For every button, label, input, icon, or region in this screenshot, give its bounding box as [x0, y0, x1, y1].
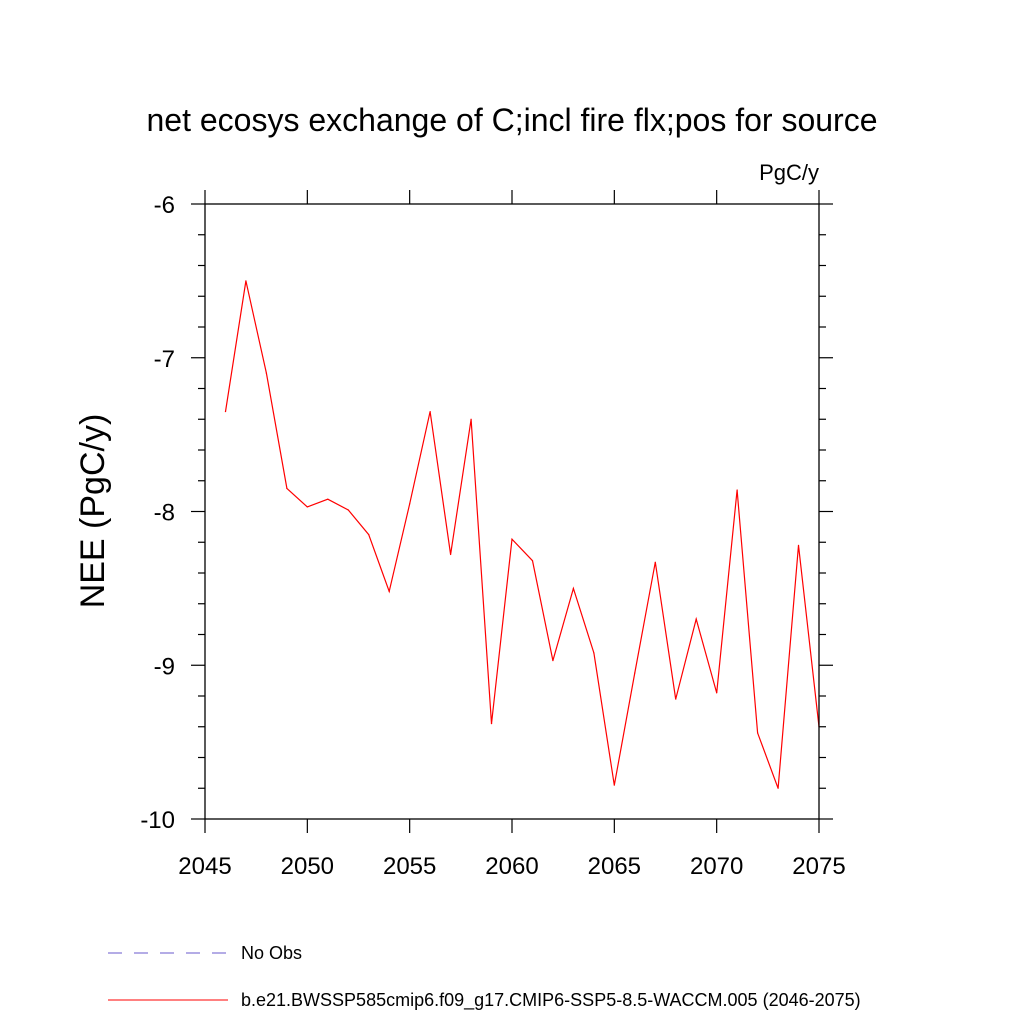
y-tick-label: -9 — [154, 653, 175, 680]
series-point — [675, 698, 677, 700]
x-tick-label: 2070 — [690, 853, 743, 880]
y-tick-label: -7 — [154, 346, 175, 373]
x-tick-labels: 2045 2050 2055 2060 2065 2070 2075 — [178, 853, 845, 880]
series-point — [286, 487, 288, 490]
chart-title: net ecosys exchange of C;incl fire flx;p… — [146, 102, 877, 138]
series-point — [368, 533, 370, 536]
y-tick-label: -8 — [154, 500, 175, 527]
plot-frame — [204, 203, 820, 820]
series-point — [736, 489, 738, 491]
series-point — [511, 538, 513, 540]
series-point — [593, 652, 595, 654]
series-point — [347, 509, 349, 511]
series-point — [388, 590, 390, 593]
units-label: PgC/y — [759, 160, 819, 185]
series-point — [470, 418, 472, 420]
major-ticks — [191, 190, 833, 833]
legend: No Obs b.e21.BWSSP585cmip6.f09_g17.CMIP6-… — [108, 943, 861, 1011]
series-point — [654, 561, 656, 563]
series-point — [450, 553, 452, 556]
legend-label: No Obs — [241, 943, 302, 963]
x-tick-label: 2050 — [281, 853, 334, 880]
series-line — [224, 280, 820, 789]
y-tick-label: -6 — [154, 192, 175, 219]
series-point — [797, 544, 800, 546]
series-point — [613, 784, 615, 786]
series-point — [552, 660, 554, 662]
series-point — [490, 723, 493, 725]
series-point — [757, 732, 759, 734]
series-point — [306, 506, 308, 508]
series-group — [224, 280, 820, 789]
minor-ticks — [198, 234, 826, 789]
legend-label: b.e21.BWSSP585cmip6.f09_g17.CMIP6-SSP5-8… — [241, 990, 861, 1011]
series-point — [327, 498, 329, 500]
series-point — [695, 618, 697, 620]
x-tick-label: 2075 — [792, 853, 845, 880]
x-tick-label: 2065 — [588, 853, 641, 880]
x-tick-label: 2055 — [383, 853, 436, 880]
series-point — [572, 587, 575, 589]
series-point — [429, 410, 431, 413]
series-point — [716, 692, 718, 694]
y-tick-label: -10 — [140, 807, 175, 834]
series-point — [245, 280, 247, 282]
series-point — [531, 560, 534, 562]
x-tick-label: 2045 — [178, 853, 231, 880]
series-point — [409, 503, 411, 505]
series-point — [224, 410, 227, 413]
series-point — [265, 372, 267, 374]
series-point — [777, 787, 779, 789]
x-tick-label: 2060 — [485, 853, 538, 880]
y-axis-label: NEE (PgC/y) — [74, 414, 112, 609]
y-tick-labels: -6 -7 -8 -9 -10 — [140, 192, 175, 834]
series-point — [634, 672, 636, 674]
